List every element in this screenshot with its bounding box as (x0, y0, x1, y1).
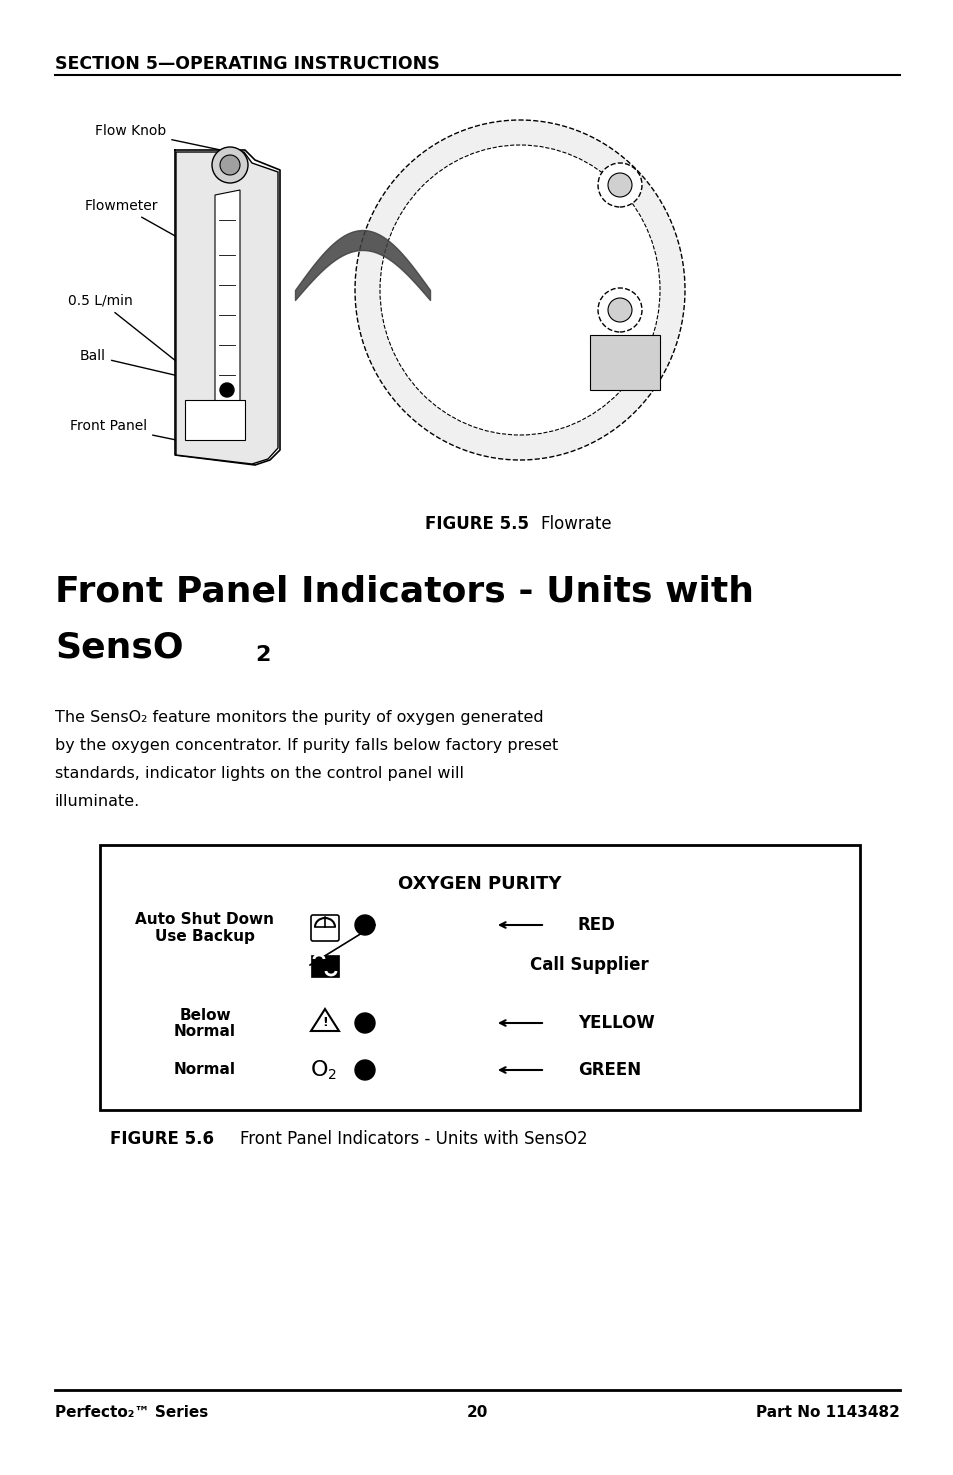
Circle shape (355, 1013, 375, 1032)
Text: Flow Knob: Flow Knob (95, 124, 227, 152)
Polygon shape (175, 152, 277, 465)
Text: 20: 20 (466, 1406, 487, 1420)
Circle shape (598, 164, 641, 206)
Bar (311, 954, 338, 976)
Text: 2: 2 (327, 1068, 336, 1083)
Bar (185, 400, 245, 440)
Text: FIGURE 5.5: FIGURE 5.5 (424, 515, 529, 532)
Text: Call Supplier: Call Supplier (530, 956, 648, 974)
Text: Flowrate: Flowrate (539, 515, 611, 532)
Text: RED: RED (578, 916, 616, 934)
Text: OXYGEN PURITY: OXYGEN PURITY (397, 875, 561, 892)
Text: Auto Shut Down: Auto Shut Down (135, 913, 274, 928)
Polygon shape (214, 190, 240, 414)
Bar (50, 90, 700, 500)
Circle shape (220, 384, 233, 397)
Text: GREEN: GREEN (578, 1061, 640, 1080)
Text: Front Panel Indicators - Units with SensO2: Front Panel Indicators - Units with Sens… (240, 1130, 587, 1148)
Text: Part No 1143482: Part No 1143482 (756, 1406, 899, 1420)
Ellipse shape (355, 119, 684, 460)
Circle shape (355, 914, 375, 935)
Text: Front Panel: Front Panel (70, 419, 213, 447)
Text: Normal: Normal (173, 1062, 235, 1078)
Circle shape (212, 148, 248, 183)
Bar (100, 845, 859, 1111)
Text: standards, indicator lights on the control panel will: standards, indicator lights on the contr… (55, 766, 463, 780)
Polygon shape (311, 1009, 338, 1031)
Text: 0.5 L/min: 0.5 L/min (68, 294, 223, 398)
Text: YELLOW: YELLOW (578, 1013, 654, 1032)
Text: O: O (311, 1061, 329, 1080)
FancyBboxPatch shape (311, 914, 338, 941)
Text: Perfecto₂™ Series: Perfecto₂™ Series (55, 1406, 208, 1420)
Circle shape (607, 298, 631, 322)
Text: The SensO₂ feature monitors the purity of oxygen generated: The SensO₂ feature monitors the purity o… (55, 709, 543, 726)
Circle shape (220, 155, 240, 176)
Text: Flowmeter: Flowmeter (85, 199, 215, 258)
Text: SECTION 5—OPERATING INSTRUCTIONS: SECTION 5—OPERATING INSTRUCTIONS (55, 55, 439, 72)
Bar (589, 335, 659, 389)
Text: 2: 2 (254, 645, 270, 665)
Text: Below: Below (179, 1007, 231, 1022)
Circle shape (598, 288, 641, 332)
Text: by the oxygen concentrator. If purity falls below factory preset: by the oxygen concentrator. If purity fa… (55, 738, 558, 754)
Text: Ball: Ball (80, 350, 227, 388)
Text: illuminate.: illuminate. (55, 794, 140, 808)
Text: FIGURE 5.6: FIGURE 5.6 (110, 1130, 213, 1148)
Text: Front Panel Indicators - Units with: Front Panel Indicators - Units with (55, 575, 753, 609)
Circle shape (355, 1061, 375, 1080)
Circle shape (607, 173, 631, 198)
Text: Normal: Normal (173, 1025, 235, 1040)
Text: Use Backup: Use Backup (155, 929, 254, 944)
Text: !: ! (322, 1015, 328, 1028)
Ellipse shape (379, 145, 659, 435)
Text: SensO: SensO (55, 630, 183, 664)
